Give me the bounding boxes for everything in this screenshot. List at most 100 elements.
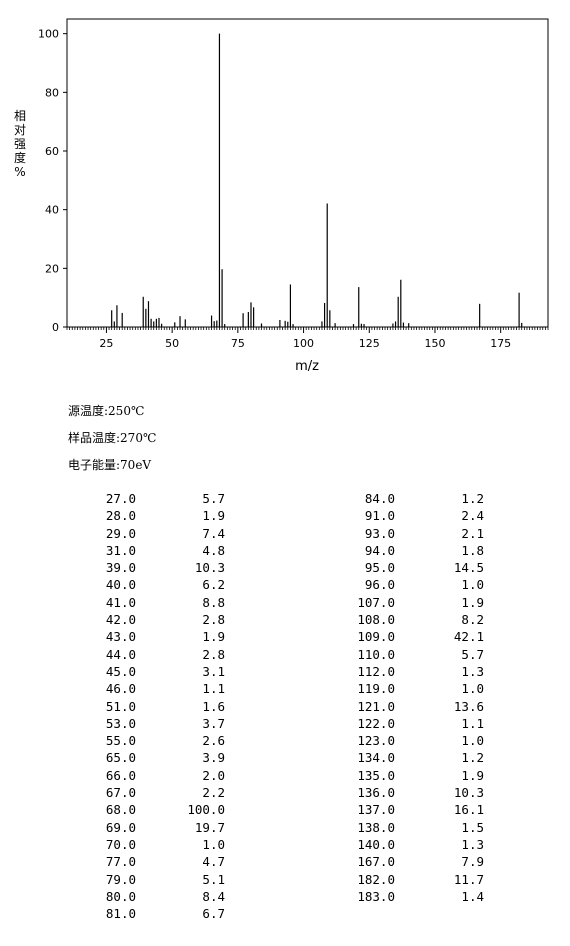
y-tick-label: 20 (45, 262, 59, 275)
intensity-value: 1.9 (461, 767, 484, 783)
intensity-value: 1.9 (461, 594, 484, 610)
mz-value: 55.0 (105, 733, 136, 749)
mz-value: 29.0 (105, 525, 136, 541)
mz-value: 140.0 (357, 836, 395, 852)
intensity-value: 1.4 (461, 888, 484, 904)
mz-value: 96.0 (364, 577, 395, 593)
intensity-value: 3.7 (202, 715, 225, 731)
intensity-value: 8.2 (461, 612, 484, 628)
mz-value: 108.0 (357, 612, 395, 628)
y-axis-label-char: 相 (14, 109, 26, 123)
intensity-value: 10.3 (453, 785, 484, 801)
peak-table-row: 108.0 8.2 (330, 611, 490, 628)
plot-frame (66, 18, 549, 328)
peak-table-row: 39.0 10.3 (60, 559, 240, 576)
mz-value: 79.0 (105, 871, 136, 887)
intensity-value: 1.2 (461, 750, 484, 766)
intensity-value: 1.1 (461, 715, 484, 731)
intensity-value: 2.8 (202, 612, 225, 628)
intensity-value: 1.2 (461, 491, 484, 506)
mz-value: 182.0 (357, 871, 395, 887)
peak-table-row: 42.0 2.8 (60, 611, 240, 628)
x-tick-label: 75 (231, 337, 245, 350)
intensity-value: 2.6 (202, 733, 225, 749)
mz-value: 167.0 (357, 854, 395, 870)
intensity-value: 2.8 (202, 646, 225, 662)
y-tick-label: 40 (45, 204, 59, 217)
y-tick-label: 80 (45, 86, 59, 99)
peak-table-row: 79.0 5.1 (60, 871, 240, 888)
intensity-value: 2.2 (202, 785, 225, 801)
mz-value: 135.0 (357, 767, 395, 783)
mz-value: 109.0 (357, 629, 395, 645)
mz-value: 121.0 (357, 698, 395, 714)
source-temperature: 源温度:250℃ (68, 404, 145, 418)
intensity-value: 4.7 (202, 854, 225, 870)
peak-table-row: 112.0 1.3 (330, 663, 490, 680)
intensity-value: 1.0 (461, 733, 484, 749)
mz-value: 42.0 (105, 612, 136, 628)
peak-table-row: 96.0 1.0 (330, 576, 490, 593)
x-axis-minor-ticks (66, 327, 549, 330)
peak-table-row: 65.0 3.9 (60, 749, 240, 766)
peak-table-row: 67.0 2.2 (60, 784, 240, 801)
y-axis-label-char: 度 (14, 150, 26, 165)
mz-value: 84.0 (364, 491, 395, 506)
peak-table-row: 167.0 7.9 (330, 853, 490, 870)
mz-value: 65.0 (105, 750, 136, 766)
intensity-value: 1.5 (461, 819, 484, 835)
mz-value: 107.0 (357, 594, 395, 610)
mz-value: 67.0 (105, 785, 136, 801)
mz-value: 43.0 (105, 629, 136, 645)
y-axis-label-char: % (14, 165, 25, 179)
intensity-value: 6.2 (202, 577, 225, 593)
intensity-value: 11.7 (453, 871, 484, 887)
mz-value: 122.0 (357, 715, 395, 731)
peak-table-row: 91.0 2.4 (330, 507, 490, 524)
peak-table-right: 84.0 1.2 91.0 2.4 93.0 2.1 94.0 1.8 95.0 14.5 96.0… (330, 490, 490, 905)
mz-value: 31.0 (105, 542, 136, 558)
intensity-value: 2.4 (461, 508, 484, 524)
mz-value: 53.0 (105, 715, 136, 731)
peak-table-row: 77.0 4.7 (60, 853, 240, 870)
mz-value: 70.0 (105, 836, 136, 852)
peak-table-row: 66.0 2.0 (60, 767, 240, 784)
peak-table-left: 27.0 5.7 28.0 1.9 29.0 7.4 31.0 4.8 39.0 10.3 40.0… (60, 490, 240, 922)
x-tick-label: 175 (490, 337, 511, 350)
mz-value: 44.0 (105, 646, 136, 662)
peak-table-row: 29.0 7.4 (60, 525, 240, 542)
intensity-value: 1.9 (202, 508, 225, 524)
mz-value: 138.0 (357, 819, 395, 835)
mz-value: 27.0 (105, 491, 136, 506)
intensity-value: 1.6 (202, 698, 225, 714)
peak-table-row: 70.0 1.0 (60, 836, 240, 853)
mz-value: 183.0 (357, 888, 395, 904)
intensity-value: 14.5 (453, 560, 484, 576)
mz-value: 80.0 (105, 888, 136, 904)
mz-value: 95.0 (364, 560, 395, 576)
peak-table-row: 123.0 1.0 (330, 732, 490, 749)
peak-table-row: 46.0 1.1 (60, 680, 240, 697)
mz-value: 68.0 (105, 802, 136, 818)
intensity-value: 42.1 (453, 629, 484, 645)
peak-table-row: 84.0 1.2 (330, 490, 490, 507)
mz-value: 39.0 (105, 560, 136, 576)
intensity-value: 6.7 (202, 906, 225, 922)
y-tick-label: 100 (38, 28, 59, 41)
x-axis-ticks: 25 50 75 100 125 150 175 (99, 327, 511, 350)
peak-table-row: 44.0 2.8 (60, 646, 240, 663)
mz-value: 94.0 (364, 542, 395, 558)
peak-table-row: 140.0 1.3 (330, 836, 490, 853)
intensity-value: 16.1 (453, 802, 484, 818)
peak-table-row: 134.0 1.2 (330, 749, 490, 766)
mz-value: 91.0 (364, 508, 395, 524)
x-tick-label: 150 (424, 337, 445, 350)
x-tick-label: 100 (293, 337, 314, 350)
peak-table-row: 53.0 3.7 (60, 715, 240, 732)
peak-table-row: 109.0 42.1 (330, 628, 490, 645)
x-tick-label: 125 (359, 337, 380, 350)
intensity-value: 3.9 (202, 750, 225, 766)
x-axis-label: m/z (295, 359, 319, 374)
intensity-value: 1.1 (202, 681, 225, 697)
